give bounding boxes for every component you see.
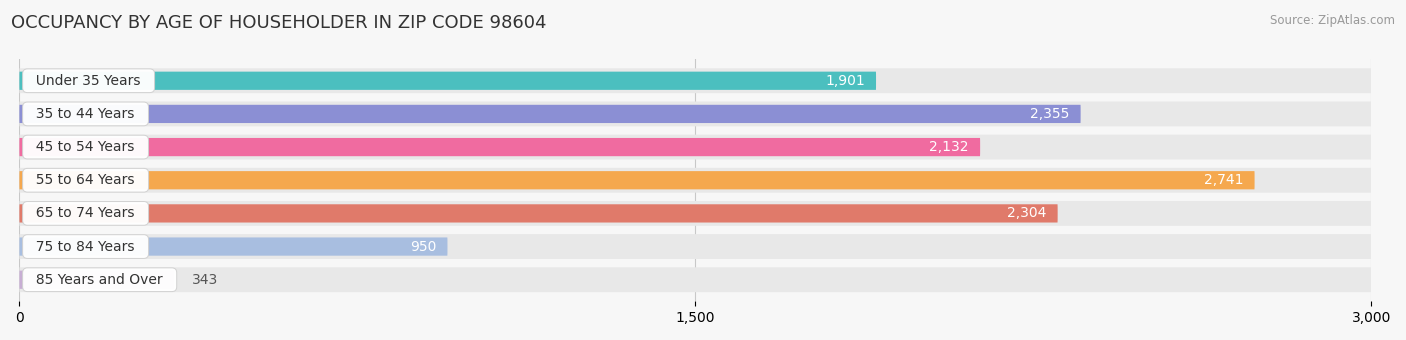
FancyBboxPatch shape — [20, 138, 980, 156]
Text: 75 to 84 Years: 75 to 84 Years — [28, 240, 143, 254]
Text: Under 35 Years: Under 35 Years — [28, 74, 149, 88]
Text: Source: ZipAtlas.com: Source: ZipAtlas.com — [1270, 14, 1395, 27]
Text: 2,132: 2,132 — [929, 140, 969, 154]
Text: 2,304: 2,304 — [1007, 206, 1046, 220]
FancyBboxPatch shape — [20, 267, 1371, 292]
FancyBboxPatch shape — [20, 201, 1371, 226]
Text: 2,741: 2,741 — [1204, 173, 1243, 187]
FancyBboxPatch shape — [20, 135, 1371, 159]
Text: OCCUPANCY BY AGE OF HOUSEHOLDER IN ZIP CODE 98604: OCCUPANCY BY AGE OF HOUSEHOLDER IN ZIP C… — [11, 14, 547, 32]
Text: 950: 950 — [409, 240, 436, 254]
FancyBboxPatch shape — [20, 271, 174, 289]
FancyBboxPatch shape — [20, 68, 1371, 93]
FancyBboxPatch shape — [20, 105, 1081, 123]
FancyBboxPatch shape — [20, 101, 1371, 126]
FancyBboxPatch shape — [20, 171, 1254, 189]
Text: 45 to 54 Years: 45 to 54 Years — [28, 140, 143, 154]
Text: 85 Years and Over: 85 Years and Over — [28, 273, 172, 287]
FancyBboxPatch shape — [20, 168, 1371, 193]
Text: 55 to 64 Years: 55 to 64 Years — [28, 173, 143, 187]
FancyBboxPatch shape — [20, 237, 447, 256]
FancyBboxPatch shape — [20, 204, 1057, 222]
Text: 35 to 44 Years: 35 to 44 Years — [28, 107, 143, 121]
FancyBboxPatch shape — [20, 234, 1371, 259]
FancyBboxPatch shape — [20, 72, 876, 90]
Text: 2,355: 2,355 — [1031, 107, 1070, 121]
Text: 65 to 74 Years: 65 to 74 Years — [28, 206, 143, 220]
Text: 343: 343 — [193, 273, 218, 287]
Text: 1,901: 1,901 — [825, 74, 865, 88]
